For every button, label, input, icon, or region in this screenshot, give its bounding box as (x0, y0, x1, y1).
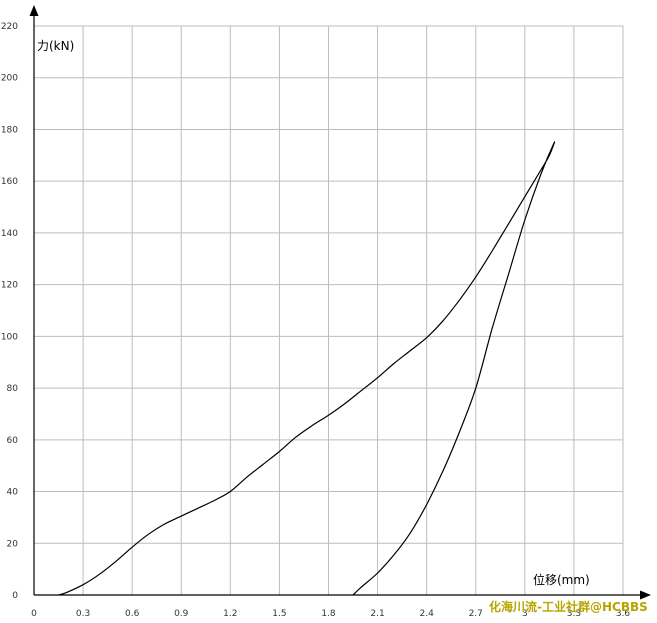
x-tick-label: 0.9 (174, 609, 189, 619)
x-axis-title: 位移(mm) (533, 572, 590, 587)
x-tick-label: 2.7 (469, 609, 483, 619)
x-tick-label: 0.3 (76, 609, 90, 619)
y-tick-label: 180 (1, 125, 18, 135)
x-tick-label: 0.6 (125, 609, 140, 619)
y-axis-arrow (29, 5, 39, 16)
x-tick-label: 3.6 (616, 609, 631, 619)
y-tick-label: 120 (1, 281, 18, 291)
series-line (58, 141, 556, 596)
y-tick-label: 40 (7, 488, 19, 498)
x-tick-label: 2.1 (370, 609, 384, 619)
x-tick-label: 0 (31, 609, 37, 619)
y-tick-label: 200 (1, 74, 18, 84)
y-tick-label: 160 (1, 177, 18, 187)
tick-labels: 0 0.3 0.6 0.9 1.2 1.5 1.8 2.1 2.4 2.7 3 3.3 3.6 0 20 40… (1, 22, 631, 619)
x-axis-arrow (640, 590, 651, 600)
x-tick-label: 1.2 (223, 609, 237, 619)
x-tick-label: 1.5 (272, 609, 286, 619)
x-tick-label: 3 (522, 609, 528, 619)
x-tick-label: 3.3 (567, 609, 581, 619)
axes (29, 5, 651, 600)
x-tick-label: 2.4 (420, 609, 435, 619)
y-tick-label: 100 (1, 332, 18, 342)
y-tick-label: 220 (1, 22, 18, 32)
y-tick-label: 60 (7, 436, 19, 446)
y-tick-label: 80 (7, 384, 19, 394)
y-axis-title: 力(kN) (37, 39, 74, 53)
watermark-text: 化海川流-工业社群@HCBBS (489, 599, 648, 614)
y-tick-label: 20 (7, 539, 19, 549)
x-tick-label: 1.8 (321, 609, 336, 619)
grid (34, 25, 624, 595)
y-tick-label: 0 (12, 591, 18, 601)
y-tick-label: 140 (1, 229, 18, 239)
